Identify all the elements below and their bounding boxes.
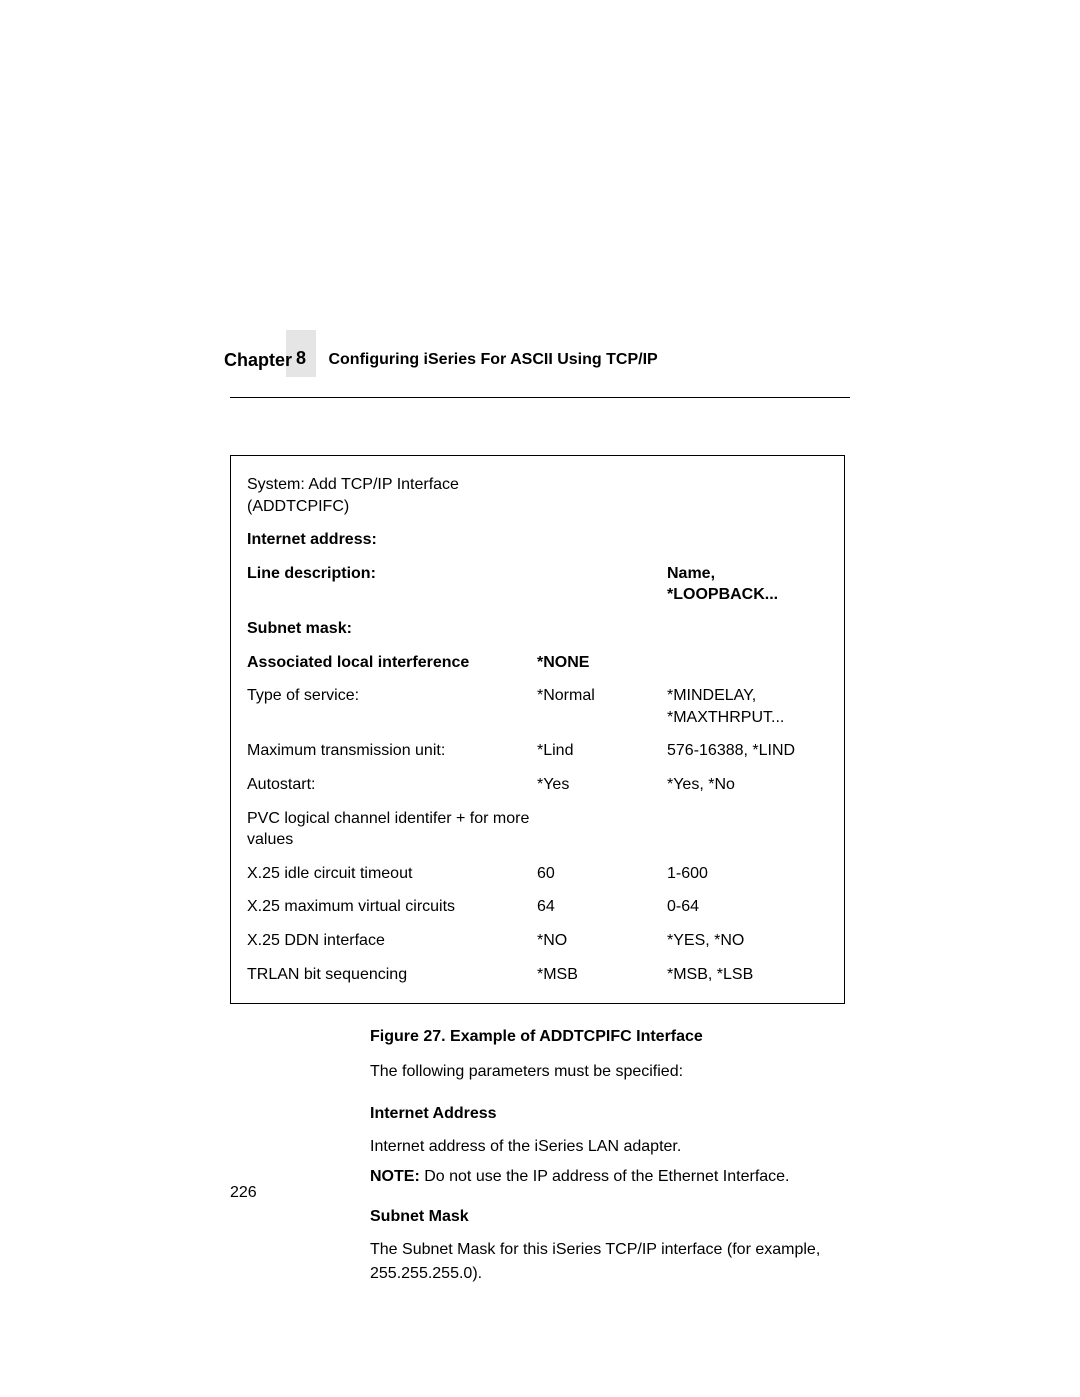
table-row: X.25 DDN interface*NO*YES, *NO: [247, 924, 828, 958]
table-cell: Autostart:: [247, 774, 537, 796]
parameter-table: System: Add TCP/IP Interface (ADDTCPIFC)…: [230, 455, 845, 1004]
table-cell: *Yes: [537, 774, 667, 796]
table-cell: X.25 idle circuit timeout: [247, 863, 537, 885]
table-cell: Maximum transmission unit:: [247, 740, 537, 762]
document-page: Chapter 8 Configuring iSeries For ASCII …: [0, 0, 1080, 1397]
table-cell: 64: [537, 896, 667, 918]
page-number: 226: [230, 1184, 257, 1202]
chapter-header: Chapter 8 Configuring iSeries For ASCII …: [230, 330, 850, 398]
table-cell: [667, 652, 828, 674]
note-label: NOTE:: [370, 1168, 420, 1185]
table-cell: [667, 529, 828, 551]
intro-paragraph: The following parameters must be specifi…: [370, 1060, 845, 1083]
table-cell: 576-16388, *LIND: [667, 740, 828, 762]
note-line: NOTE: Do not use the IP address of the E…: [370, 1168, 845, 1186]
table-row: Autostart:*Yes*Yes, *No: [247, 768, 828, 802]
table-cell: *MSB: [537, 964, 667, 986]
table-cell: [537, 618, 667, 640]
table-cell: [537, 529, 667, 551]
table-cell: *NO: [537, 930, 667, 952]
table-cell: Line description:: [247, 563, 537, 606]
table-cell: [667, 808, 828, 851]
section-subnet-mask: Subnet Mask The Subnet Mask for this iSe…: [230, 1208, 845, 1284]
table-cell: Subnet mask:: [247, 618, 537, 640]
table-cell: 60: [537, 863, 667, 885]
table-row: Subnet mask:: [247, 612, 828, 646]
table-cell: [537, 808, 667, 851]
table-row: TRLAN bit sequencing*MSB*MSB, *LSB: [247, 958, 828, 992]
chapter-number-box: Chapter 8: [286, 330, 316, 377]
table-row: Internet address:: [247, 523, 828, 557]
table-cell: System: Add TCP/IP Interface (ADDTCPIFC): [247, 474, 537, 517]
table-cell: *MSB, *LSB: [667, 964, 828, 986]
table-cell: X.25 maximum virtual circuits: [247, 896, 537, 918]
table-cell: PVC logical channel identifer + for more…: [247, 808, 537, 851]
table-cell: Type of service:: [247, 685, 537, 728]
section-body: The Subnet Mask for this iSeries TCP/IP …: [370, 1238, 845, 1284]
table-cell: 0-64: [667, 896, 828, 918]
table-row: PVC logical channel identifer + for more…: [247, 802, 828, 857]
table-cell: Internet address:: [247, 529, 537, 551]
table-row: Maximum transmission unit:*Lind576-16388…: [247, 734, 828, 768]
figure-caption: Figure 27. Example of ADDTCPIFC Interfac…: [370, 1028, 845, 1046]
table-row: X.25 idle circuit timeout601-600: [247, 857, 828, 891]
table-row: System: Add TCP/IP Interface (ADDTCPIFC): [247, 468, 828, 523]
table-row: X.25 maximum virtual circuits640-64: [247, 890, 828, 924]
section-internet-address: Internet Address Internet address of the…: [230, 1105, 845, 1186]
chapter-number: 8: [296, 348, 306, 368]
section-body: Internet address of the iSeries LAN adap…: [370, 1135, 845, 1158]
table-cell: [667, 474, 828, 517]
chapter-label: Chapter: [224, 350, 292, 371]
table-row: Associated local interference*NONE: [247, 646, 828, 680]
section-heading: Internet Address: [370, 1105, 845, 1123]
table-cell: [667, 618, 828, 640]
note-body: Do not use the IP address of the Etherne…: [424, 1168, 789, 1185]
section-heading: Subnet Mask: [370, 1208, 845, 1226]
table-cell: [537, 474, 667, 517]
table-cell: Name, *LOOPBACK...: [667, 563, 828, 606]
table-cell: Associated local interference: [247, 652, 537, 674]
table-row: Type of service:*Normal*MINDELAY, *MAXTH…: [247, 679, 828, 734]
table-cell: X.25 DDN interface: [247, 930, 537, 952]
table-cell: TRLAN bit sequencing: [247, 964, 537, 986]
table-cell: *Normal: [537, 685, 667, 728]
table-cell: *Yes, *No: [667, 774, 828, 796]
table-cell: *NONE: [537, 652, 667, 674]
table-cell: *MINDELAY, *MAXTHRPUT...: [667, 685, 828, 728]
table-cell: 1-600: [667, 863, 828, 885]
table-cell: *YES, *NO: [667, 930, 828, 952]
table-cell: *Lind: [537, 740, 667, 762]
table-row: Line description: Name, *LOOPBACK...: [247, 557, 828, 612]
chapter-title: Configuring iSeries For ASCII Using TCP/…: [328, 351, 657, 368]
page-content: System: Add TCP/IP Interface (ADDTCPIFC)…: [230, 455, 845, 1285]
table-cell: [537, 563, 667, 606]
